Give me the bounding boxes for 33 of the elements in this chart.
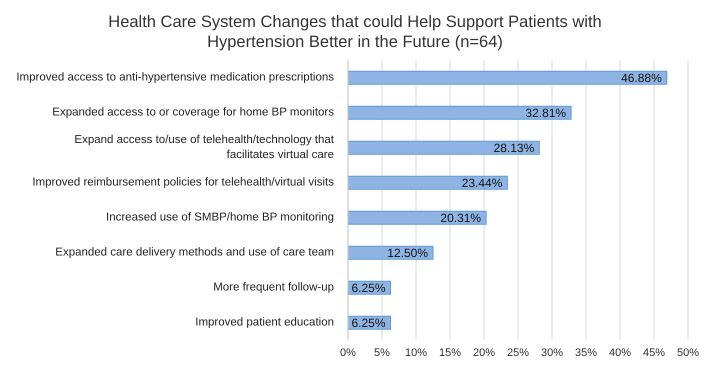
chart-title: Health Care System Changes that could Help Support Patients with Hypertension Better in the Future (n=64) bbox=[107, 12, 603, 52]
data-label: 20.31% bbox=[440, 210, 482, 225]
x-tick-label: 45% bbox=[642, 346, 666, 359]
bar bbox=[348, 210, 487, 225]
x-tick-label: 20% bbox=[472, 346, 496, 359]
y-tick-label: Improved reimbursement policies for telehealth/virtual visits bbox=[32, 176, 334, 188]
x-tick-label: 0% bbox=[340, 346, 356, 359]
x-tick-label: 25% bbox=[506, 346, 530, 359]
data-label: 6.25% bbox=[351, 316, 386, 330]
x-tick-label: 15% bbox=[438, 346, 462, 359]
data-label: 46.88% bbox=[621, 70, 662, 85]
data-label: 32.81% bbox=[525, 106, 566, 120]
y-tick-label: Expanded access to or coverage for home BP monitors bbox=[52, 106, 334, 118]
data-label: 28.13% bbox=[494, 140, 535, 155]
x-tick-label: 30% bbox=[540, 346, 564, 359]
y-tick-label: Expanded care delivery methods and use of care team bbox=[55, 246, 334, 258]
data-label: 6.25% bbox=[351, 280, 386, 295]
y-tick-label: Expand access to/use of telehealth/technology that facilitates virtual care bbox=[74, 134, 335, 161]
x-tick-label: 5% bbox=[374, 346, 390, 359]
bar bbox=[348, 106, 572, 120]
y-tick-label: Increased use of SMBP/home BP monitoring bbox=[106, 212, 334, 224]
x-tick-label: 35% bbox=[574, 346, 598, 359]
y-tick-label: Improved access to anti-hypertensive medication prescriptions bbox=[16, 72, 334, 84]
y-tick-label: More frequent follow-up bbox=[213, 282, 334, 294]
y-tick-label: Improved patient education bbox=[195, 316, 334, 328]
bar bbox=[348, 140, 540, 155]
x-tick-label: 40% bbox=[608, 346, 632, 359]
bar bbox=[348, 176, 508, 190]
x-tick-label: 50% bbox=[676, 346, 700, 359]
x-tick-label: 10% bbox=[404, 346, 428, 359]
data-label: 23.44% bbox=[462, 176, 503, 190]
data-label: 12.50% bbox=[387, 246, 428, 260]
bar bbox=[348, 70, 668, 85]
